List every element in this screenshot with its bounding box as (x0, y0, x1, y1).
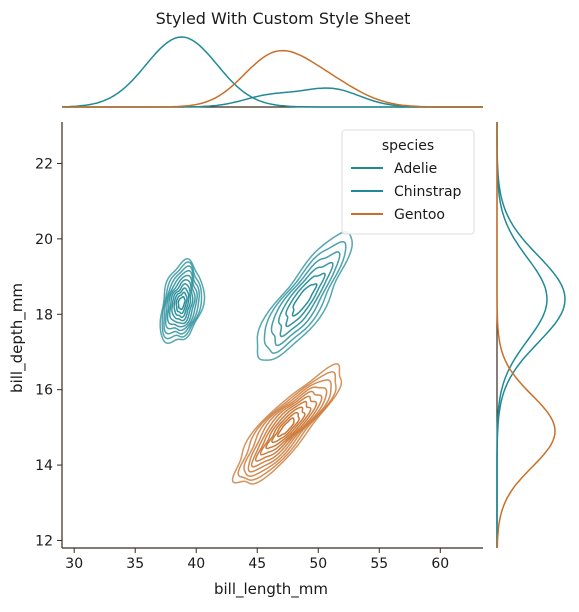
right-marginal-curve-chinstrap (497, 122, 547, 548)
y-tick-label: 22 (35, 156, 53, 172)
x-tick-label: 30 (65, 556, 83, 572)
legend-label-gentoo: Gentoo (394, 207, 445, 223)
x-tick-label: 60 (431, 556, 449, 572)
y-axis-label: bill_depth_mm (8, 283, 27, 393)
legend: species Adelie Chinstrap Gentoo (342, 130, 474, 234)
y-tick-label: 18 (35, 307, 53, 323)
contour-line-chinstrap (257, 232, 352, 360)
contour-layer (160, 232, 352, 484)
contour-line-chinstrap (264, 242, 345, 354)
chart-title: Styled With Custom Style Sheet (156, 9, 411, 28)
x-tick-label: 50 (309, 556, 327, 572)
x-tick-label: 55 (370, 556, 388, 572)
legend-label-adelie: Adelie (394, 161, 437, 177)
y-tick-label: 12 (35, 533, 53, 549)
legend-label-chinstrap: Chinstrap (394, 184, 462, 200)
x-tick-label: 35 (126, 556, 144, 572)
y-tick-label: 16 (35, 383, 53, 399)
y-tick-label: 20 (35, 232, 53, 248)
top-marginal-curve-gentoo (62, 51, 483, 107)
legend-title: species (382, 138, 434, 154)
x-tick-label: 40 (187, 556, 205, 572)
y-tick-label: 14 (35, 458, 53, 474)
x-axis-label: bill_length_mm (214, 580, 328, 599)
right-marginal-plot (497, 122, 565, 548)
top-marginal-curve-adelie (62, 37, 483, 107)
x-tick-label: 45 (248, 556, 266, 572)
top-marginal-plot (62, 37, 483, 107)
